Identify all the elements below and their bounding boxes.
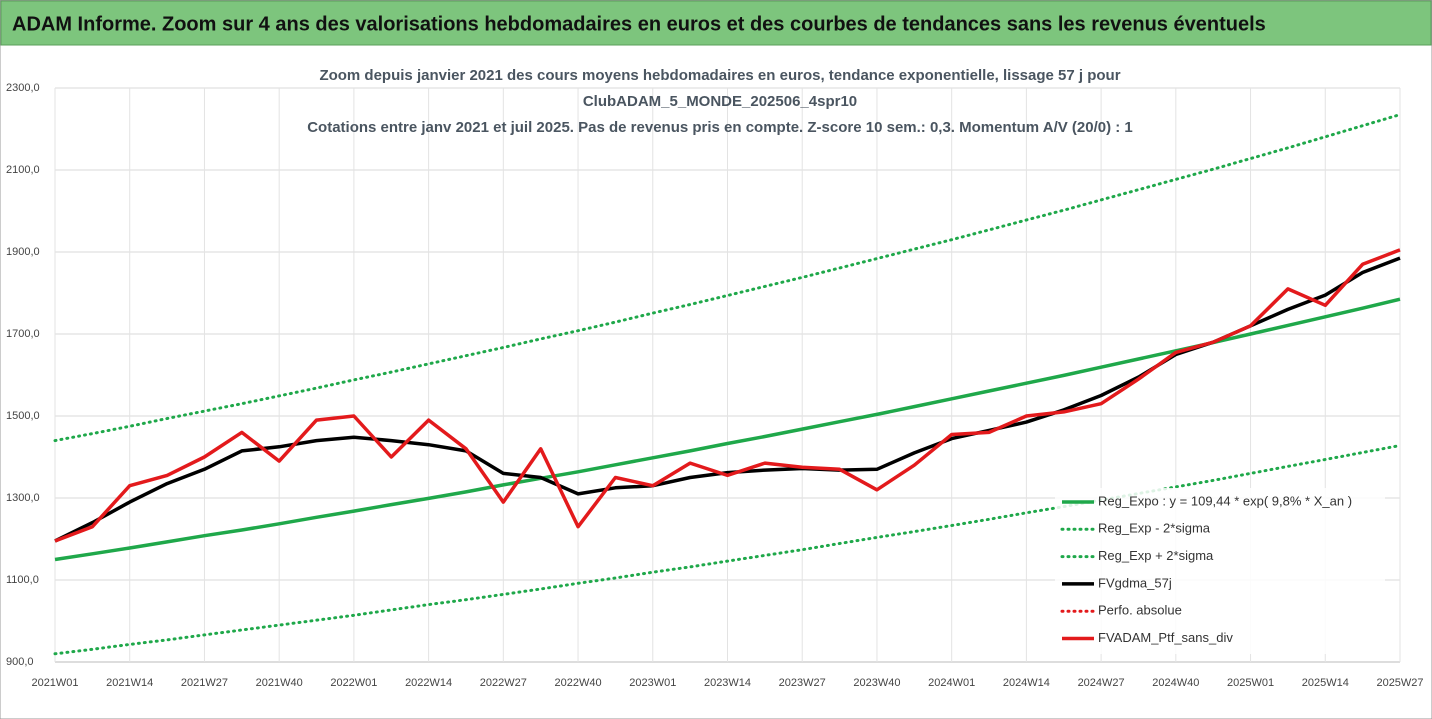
x-tick-label: 2024W14 [1003,677,1050,689]
series-line [54,248,1401,543]
y-tick-label: 2100,0 [6,164,40,176]
x-tick-label: 2021W14 [106,677,153,689]
legend-label: Perfo. absolue [1098,603,1182,618]
y-tick-label: 2300,0 [6,82,40,94]
x-tick-label: 2021W01 [31,677,78,689]
banner-text: ADAM Informe. Zoom sur 4 ans des valoris… [12,13,1266,35]
legend-label: Reg_Exp + 2*sigma [1098,548,1214,563]
banner [0,0,1432,46]
chart-title: ClubADAM_5_MONDE_202506_4spr10 [583,93,857,110]
y-tick-label: 1700,0 [6,328,40,340]
x-tick-label: 2024W40 [1152,677,1199,689]
x-tick-label: 2025W14 [1302,677,1349,689]
legend-label: FVgdma_57j [1098,575,1172,590]
x-tick-label: 2022W14 [405,677,452,689]
x-tick-label: 2021W40 [256,677,303,689]
series-line [53,113,1402,443]
x-tick-label: 2022W01 [330,677,377,689]
legend-label: Reg_Expo : y = 109,44 * exp( 9,8% * X_an… [1098,493,1352,508]
chart-title: Cotations entre janv 2021 et juil 2025. … [307,119,1133,136]
x-tick-label: 2025W01 [1227,677,1274,689]
x-tick-label: 2022W40 [555,677,602,689]
series-line [53,444,1402,656]
y-tick-label: 1300,0 [6,492,40,504]
x-tick-label: 2022W27 [480,677,527,689]
legend-label: FVADAM_Ptf_sans_div [1098,630,1233,645]
y-tick-label: 900,0 [6,656,34,668]
lines [53,113,1402,656]
x-tick-label: 2023W27 [779,677,826,689]
x-tick-label: 2021W27 [181,677,228,689]
legend-label: Reg_Exp - 2*sigma [1098,521,1211,536]
y-tick-label: 1500,0 [6,410,40,422]
x-tick-label: 2025W27 [1376,677,1423,689]
x-tick-label: 2023W14 [704,677,751,689]
x-tick-label: 2023W01 [629,677,676,689]
y-tick-label: 1100,0 [6,574,39,586]
legend-box [1055,488,1385,654]
chart-title: Zoom depuis janvier 2021 des cours moyen… [319,67,1120,84]
x-tick-label: 2024W01 [928,677,975,689]
x-tick-label: 2024W27 [1078,677,1125,689]
x-tick-label: 2023W40 [853,677,900,689]
y-tick-label: 1900,0 [6,246,40,258]
legend: Reg_Expo : y = 109,44 * exp( 9,8% * X_an… [1055,488,1385,654]
